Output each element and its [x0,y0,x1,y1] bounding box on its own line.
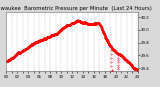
Title: Milwaukee  Barometric Pressure per Minute  (Last 24 Hours): Milwaukee Barometric Pressure per Minute… [0,6,151,11]
